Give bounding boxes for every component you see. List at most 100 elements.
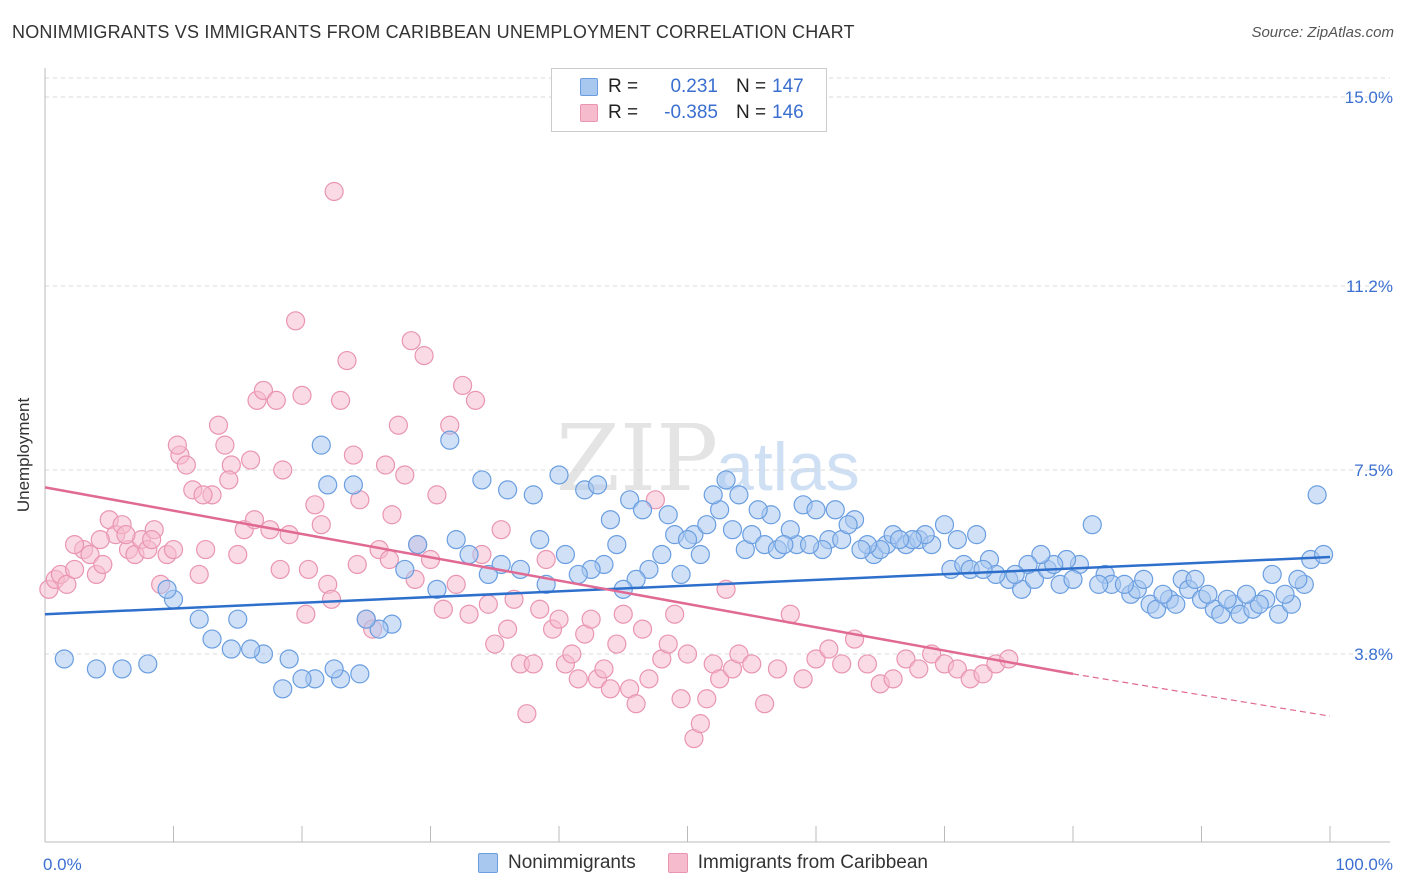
pink-data-point xyxy=(433,599,453,619)
pink-data-point xyxy=(292,385,312,405)
pink-data-point xyxy=(999,649,1019,669)
blue-data-point xyxy=(324,659,344,679)
r-label: R = xyxy=(608,76,639,97)
blue-data-point xyxy=(440,430,460,450)
pink-data-point xyxy=(324,181,344,202)
blue-data-point xyxy=(273,679,293,699)
blue-data-point xyxy=(138,654,158,674)
pink-data-point xyxy=(677,644,698,664)
blue-data-point xyxy=(1185,569,1205,590)
pink-data-point xyxy=(459,604,479,624)
blue-data-point xyxy=(54,649,74,669)
pink-data-point xyxy=(600,679,621,699)
blue-data-point xyxy=(838,515,858,535)
y-tick-label: 3.8% xyxy=(1354,645,1393,664)
pink-data-point xyxy=(658,634,678,654)
chart-source: Source: ZipAtlas.com xyxy=(1251,24,1394,41)
blue-data-point xyxy=(343,475,363,495)
pink-data-point xyxy=(311,515,331,535)
blue-data-point xyxy=(86,659,107,679)
pink-data-point xyxy=(80,544,100,565)
pink-data-point xyxy=(347,554,367,575)
blue-data-point xyxy=(1134,569,1154,590)
pink-data-point xyxy=(883,669,903,689)
pink-data-point xyxy=(498,619,518,639)
pink-data-point xyxy=(298,559,319,580)
pink-data-point xyxy=(793,669,813,689)
blue-data-point xyxy=(1031,544,1051,565)
blue-data-point xyxy=(729,485,749,505)
pink-data-point xyxy=(690,714,710,734)
blue-data-point xyxy=(1153,584,1173,604)
blue-data-point xyxy=(241,639,261,659)
blue-data-point xyxy=(1288,569,1308,590)
pink-data-point xyxy=(142,530,162,550)
blue-data-point xyxy=(1166,594,1186,614)
pink-data-point xyxy=(568,669,588,689)
pink-data-point xyxy=(189,564,209,585)
blue-data-point xyxy=(523,485,543,505)
r-label: R = xyxy=(608,102,639,123)
blue-data-point xyxy=(1063,569,1083,590)
pink-data-point xyxy=(343,445,363,465)
pink-data-point xyxy=(330,390,351,410)
blue-data-point xyxy=(806,500,826,520)
blue-data-point xyxy=(716,470,736,490)
blue-data-point xyxy=(690,544,710,565)
pink-data-point xyxy=(530,599,550,619)
n-value: 146 xyxy=(772,102,804,123)
pink-data-point xyxy=(767,659,788,679)
legend-label: Immigrants from Caribbean xyxy=(697,852,928,873)
blue-data-point xyxy=(600,510,621,530)
blue-data-point xyxy=(1198,584,1218,604)
blue-data-point xyxy=(1005,564,1025,585)
pink-data-point xyxy=(64,559,85,580)
pink-data-point xyxy=(465,390,486,410)
blue-data-point xyxy=(112,659,132,679)
blue-swatch-icon xyxy=(580,78,598,96)
pink-data-point xyxy=(57,574,77,594)
pink-data-point xyxy=(266,390,286,410)
blue-data-point xyxy=(530,530,550,550)
pink-data-point xyxy=(427,485,447,505)
blue-data-point xyxy=(774,534,794,555)
blue-data-point xyxy=(459,544,479,565)
blue-data-point xyxy=(620,490,640,510)
pink-data-point xyxy=(270,559,290,580)
pink-data-point xyxy=(806,649,826,669)
series-legend: Nonimmigrants Immigrants from Caribbean xyxy=(0,852,1406,874)
pink-data-point xyxy=(90,530,110,550)
blue-data-point xyxy=(189,609,209,629)
pink-trend-line-extension xyxy=(1072,673,1331,717)
n-label: N = xyxy=(736,102,767,123)
legend-item-caribbean: Immigrants from Caribbean xyxy=(667,852,928,874)
pink-data-point xyxy=(208,415,229,435)
blue-data-point xyxy=(1249,594,1269,614)
blue-data-point xyxy=(1236,584,1257,604)
blue-data-point xyxy=(1089,574,1109,594)
blue-data-point xyxy=(632,500,653,520)
blue-data-point xyxy=(1268,604,1289,624)
r-value: 0.231 xyxy=(670,76,718,97)
legend-row-caribbean: R = -0.385 N = 146 xyxy=(580,101,804,125)
blue-data-point xyxy=(221,639,241,659)
pink-data-point xyxy=(549,609,569,629)
blue-data-point xyxy=(677,530,698,550)
pink-data-point xyxy=(607,634,627,654)
blue-data-point xyxy=(318,475,338,495)
pink-data-point xyxy=(176,455,196,475)
pink-data-point xyxy=(742,654,762,674)
pink-data-point xyxy=(710,669,730,689)
legend-item-nonimmigrants: Nonimmigrants xyxy=(478,852,636,874)
y-tick-label: 11.2% xyxy=(1346,277,1393,296)
blue-data-point xyxy=(478,564,498,585)
pink-data-point xyxy=(504,589,524,609)
blue-data-point xyxy=(555,544,576,565)
blue-data-point xyxy=(1275,584,1295,604)
pink-data-point xyxy=(671,689,691,709)
pink-data-point xyxy=(296,604,316,624)
blue-data-point xyxy=(568,564,588,585)
pink-data-point xyxy=(485,634,505,654)
pink-data-point xyxy=(305,495,325,515)
pink-data-point xyxy=(215,435,235,455)
